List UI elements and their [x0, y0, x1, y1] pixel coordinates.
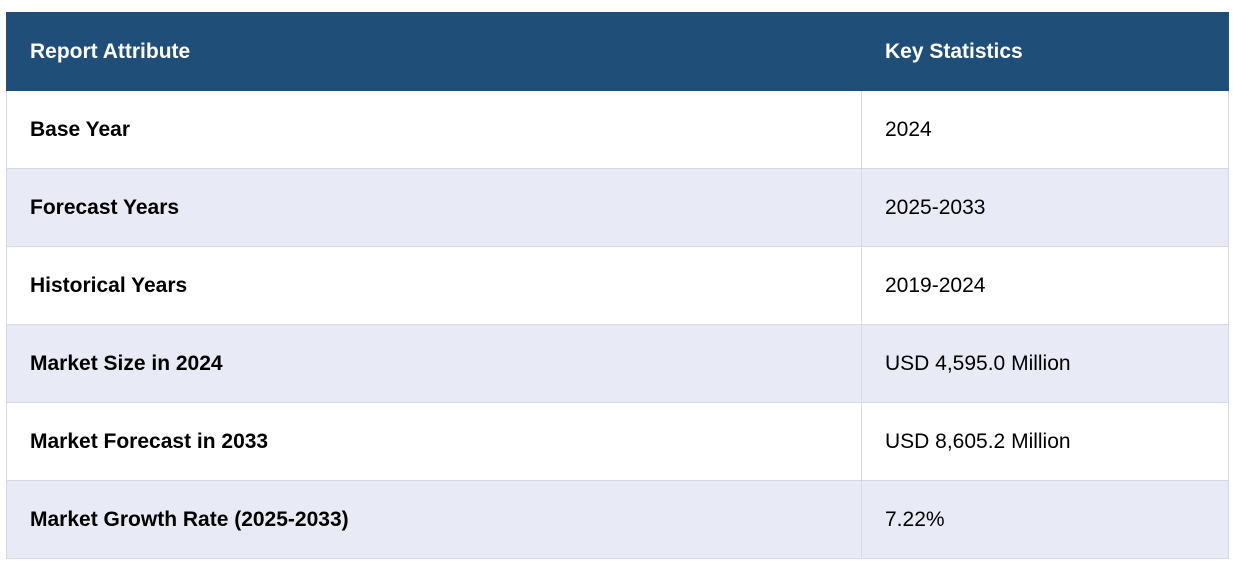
table-header: Report Attribute Key Statistics — [6, 12, 1229, 91]
row-value-historical-years: 2019-2024 — [861, 246, 1229, 325]
row-attribute-base-year: Base Year — [6, 90, 862, 169]
header-key-statistics: Key Statistics — [861, 12, 1229, 91]
row-value-market-forecast: USD 8,605.2 Million — [861, 402, 1229, 481]
row-attribute-growth-rate: Market Growth Rate (2025-2033) — [6, 480, 862, 559]
row-attribute-market-size: Market Size in 2024 — [6, 324, 862, 403]
row-attribute-market-forecast: Market Forecast in 2033 — [6, 402, 862, 481]
row-value-market-size: USD 4,595.0 Million — [861, 324, 1229, 403]
report-statistics-table-container: Report Attribute Key Statistics Base Yea… — [6, 12, 1229, 559]
header-row: Report Attribute Key Statistics — [6, 12, 1229, 91]
table-row: Forecast Years 2025-2033 — [6, 168, 1229, 247]
table-body: Base Year 2024 Forecast Years 2025-2033 … — [6, 90, 1229, 559]
table-row: Market Forecast in 2033 USD 8,605.2 Mill… — [6, 402, 1229, 481]
table-row: Market Size in 2024 USD 4,595.0 Million — [6, 324, 1229, 403]
row-value-growth-rate: 7.22% — [861, 480, 1229, 559]
row-value-forecast-years: 2025-2033 — [861, 168, 1229, 247]
header-report-attribute: Report Attribute — [6, 12, 862, 91]
report-statistics-table: Report Attribute Key Statistics Base Yea… — [6, 12, 1229, 559]
table-row: Market Growth Rate (2025-2033) 7.22% — [6, 480, 1229, 559]
table-row: Historical Years 2019-2024 — [6, 246, 1229, 325]
row-attribute-forecast-years: Forecast Years — [6, 168, 862, 247]
table-row: Base Year 2024 — [6, 90, 1229, 169]
row-value-base-year: 2024 — [861, 90, 1229, 169]
row-attribute-historical-years: Historical Years — [6, 246, 862, 325]
